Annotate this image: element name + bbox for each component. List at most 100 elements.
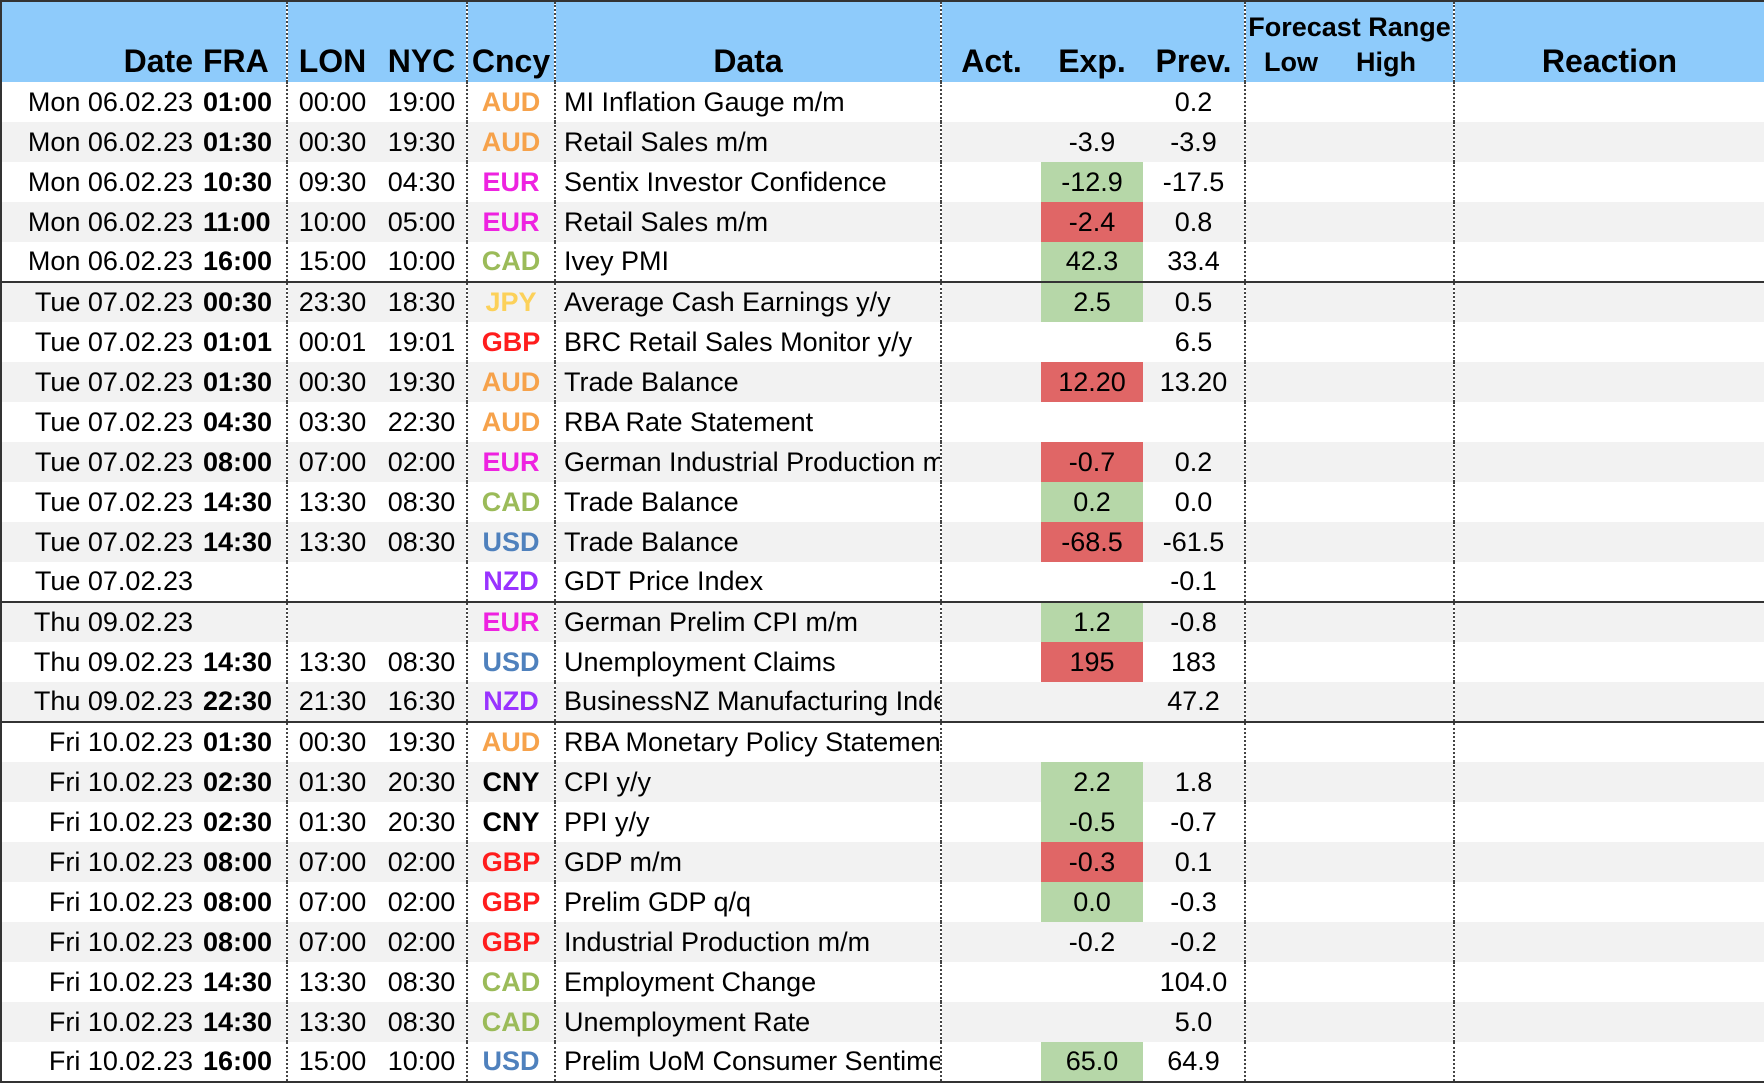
cell-previous[interactable]: -0.3 <box>1143 882 1246 922</box>
cell-actual[interactable] <box>941 282 1041 322</box>
cell-reaction[interactable] <box>1454 722 1764 762</box>
cell-lon-time[interactable]: 09:30 <box>298 166 367 197</box>
cell-nyc-time[interactable]: 18:30 <box>377 282 468 322</box>
cell-forecast-range[interactable] <box>1245 522 1455 562</box>
cell-event[interactable]: GDP m/m <box>555 842 942 882</box>
cell-currency[interactable]: USD <box>467 522 556 562</box>
cell-reaction[interactable] <box>1454 482 1764 522</box>
cell-previous[interactable]: -3.9 <box>1143 122 1246 162</box>
cell-forecast-range[interactable] <box>1245 82 1455 122</box>
cell-lon-time[interactable]: 00:30 <box>287 122 377 162</box>
cell-currency[interactable]: AUD <box>467 722 556 762</box>
cell-date[interactable]: Fri 10.02.23 <box>0 922 199 962</box>
cell-fra-time[interactable]: 14:30 <box>199 962 288 1002</box>
cell-fra-time[interactable]: 08:00 <box>199 842 288 882</box>
cell-previous[interactable]: 183 <box>1143 642 1246 682</box>
cell-forecast-range[interactable] <box>1245 842 1455 882</box>
cell-date[interactable]: Mon 06.02.23 <box>0 162 199 202</box>
col-header-currency[interactable]: Cncy <box>467 1 556 82</box>
cell-forecast-range[interactable] <box>1245 322 1455 362</box>
cell-actual[interactable] <box>941 802 1041 842</box>
cell-reaction[interactable] <box>1454 882 1764 922</box>
cell-forecast-range[interactable] <box>1245 562 1455 603</box>
cell-event[interactable]: Trade Balance <box>555 482 942 522</box>
cell-event[interactable]: Prelim UoM Consumer Sentiment <box>555 1042 942 1083</box>
cell-lon-time[interactable]: 13:30 <box>298 486 367 517</box>
cell-currency[interactable]: AUD <box>467 82 556 122</box>
cell-previous[interactable]: -0.8 <box>1143 602 1246 642</box>
cell-lon-time[interactable]: 07:00 <box>287 842 377 882</box>
cell-date[interactable]: Mon 06.02.23 <box>0 202 199 242</box>
cell-reaction[interactable] <box>1454 402 1764 442</box>
cell-expected[interactable] <box>1041 562 1143 603</box>
cell-previous[interactable]: 0.2 <box>1143 82 1246 122</box>
cell-date[interactable]: Fri 10.02.23 <box>0 762 199 802</box>
cell-event[interactable]: Prelim GDP q/q <box>555 882 942 922</box>
cell-nyc-time[interactable]: 08:30 <box>377 642 468 682</box>
cell-previous[interactable]: 33.4 <box>1143 242 1246 283</box>
cell-fra-time[interactable]: 04:30 <box>199 402 288 442</box>
cell-expected[interactable] <box>1041 682 1143 723</box>
cell-previous[interactable]: 64.9 <box>1143 1042 1246 1083</box>
cell-nyc-time[interactable]: 20:30 <box>377 762 468 802</box>
cell-expected[interactable]: 2.2 <box>1041 762 1143 802</box>
cell-forecast-range[interactable] <box>1245 882 1455 922</box>
cell-expected[interactable]: -3.9 <box>1041 122 1143 162</box>
cell-actual[interactable] <box>941 522 1041 562</box>
cell-currency[interactable]: CNY <box>467 802 556 842</box>
cell-lon-time[interactable]: 21:30 <box>287 682 377 723</box>
cell-reaction[interactable] <box>1454 1002 1764 1042</box>
cell-currency[interactable]: EUR <box>467 602 556 642</box>
cell-forecast-range[interactable] <box>1245 362 1455 402</box>
cell-event[interactable]: Unemployment Claims <box>555 642 942 682</box>
cell-fra-time[interactable]: 16:00 <box>199 242 288 283</box>
cell-forecast-range[interactable] <box>1245 282 1455 322</box>
cell-event[interactable]: Ivey PMI <box>555 242 942 283</box>
cell-currency[interactable]: CAD <box>467 1002 556 1042</box>
cell-lon-time[interactable]: 01:30 <box>298 806 367 837</box>
col-header-forecast-range[interactable]: Forecast Range Low High <box>1245 1 1455 82</box>
cell-expected[interactable] <box>1041 1002 1143 1042</box>
col-header-actual[interactable]: Act. <box>941 1 1041 82</box>
cell-date[interactable]: Tue 07.02.23 <box>0 442 199 482</box>
cell-date[interactable]: Tue 07.02.23 <box>0 402 199 442</box>
cell-lon-time[interactable]: 15:00 <box>287 242 377 283</box>
cell-fra-time[interactable]: 01:30 <box>199 122 288 162</box>
cell-nyc-time[interactable]: 05:00 <box>377 202 468 242</box>
cell-actual[interactable] <box>941 562 1041 603</box>
cell-nyc-time[interactable]: 19:30 <box>377 122 468 162</box>
cell-reaction[interactable] <box>1454 362 1764 402</box>
cell-actual[interactable] <box>941 482 1041 522</box>
cell-expected[interactable]: -0.7 <box>1041 442 1143 482</box>
cell-event[interactable]: CPI y/y <box>555 762 942 802</box>
cell-forecast-range[interactable] <box>1245 242 1455 283</box>
cell-fra-time[interactable]: 08:00 <box>199 922 288 962</box>
cell-forecast-range[interactable] <box>1245 1042 1455 1083</box>
cell-reaction[interactable] <box>1454 282 1764 322</box>
cell-fra-time[interactable]: 01:01 <box>199 322 288 362</box>
cell-nyc-time[interactable]: 02:00 <box>377 922 468 962</box>
cell-date[interactable]: Fri 10.02.23 <box>0 882 199 922</box>
col-header-reaction[interactable]: Reaction <box>1454 1 1764 82</box>
cell-event[interactable]: GDT Price Index <box>555 562 942 603</box>
cell-actual[interactable] <box>941 722 1041 762</box>
cell-actual[interactable] <box>941 242 1041 283</box>
cell-nyc-time[interactable]: 02:00 <box>377 842 468 882</box>
cell-nyc-time[interactable]: 19:00 <box>377 82 468 122</box>
cell-event[interactable]: Unemployment Rate <box>555 1002 942 1042</box>
cell-actual[interactable] <box>941 1042 1041 1083</box>
cell-event[interactable]: PPI y/y <box>555 802 942 842</box>
cell-actual[interactable] <box>941 602 1041 642</box>
cell-currency[interactable]: CAD <box>467 962 556 1002</box>
cell-nyc-time[interactable]: 19:30 <box>377 362 468 402</box>
cell-fra-time[interactable]: 02:30 <box>199 802 288 842</box>
cell-reaction[interactable] <box>1454 242 1764 283</box>
cell-lon-time[interactable]: 00:00 <box>298 86 367 117</box>
cell-lon-time[interactable]: 13:30 <box>287 522 377 562</box>
cell-currency[interactable]: EUR <box>467 442 556 482</box>
cell-date[interactable]: Fri 10.02.23 <box>0 842 199 882</box>
cell-event[interactable]: Trade Balance <box>555 362 942 402</box>
cell-expected[interactable]: -68.5 <box>1041 522 1143 562</box>
cell-actual[interactable] <box>941 962 1041 1002</box>
cell-date[interactable]: Tue 07.02.23 <box>0 562 199 603</box>
